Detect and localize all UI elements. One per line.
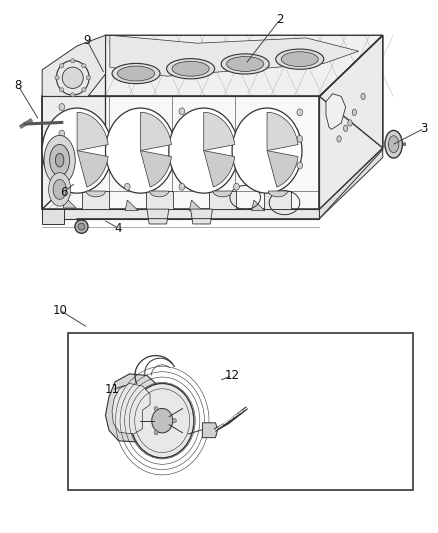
Ellipse shape bbox=[154, 407, 158, 411]
Polygon shape bbox=[141, 151, 171, 187]
Polygon shape bbox=[42, 35, 106, 96]
Polygon shape bbox=[204, 112, 235, 151]
Ellipse shape bbox=[166, 59, 215, 79]
Ellipse shape bbox=[42, 108, 112, 193]
Ellipse shape bbox=[343, 125, 348, 132]
Polygon shape bbox=[146, 191, 173, 209]
Ellipse shape bbox=[297, 162, 303, 169]
Polygon shape bbox=[267, 151, 298, 187]
Text: 8: 8 bbox=[14, 79, 22, 92]
Ellipse shape bbox=[169, 108, 239, 193]
Polygon shape bbox=[82, 191, 110, 209]
Ellipse shape bbox=[281, 52, 318, 67]
Ellipse shape bbox=[60, 63, 64, 68]
Polygon shape bbox=[202, 423, 218, 438]
Polygon shape bbox=[267, 112, 298, 151]
Ellipse shape bbox=[232, 108, 302, 193]
Ellipse shape bbox=[361, 93, 365, 100]
Ellipse shape bbox=[59, 130, 65, 137]
Polygon shape bbox=[77, 112, 108, 151]
Ellipse shape bbox=[49, 173, 71, 206]
Ellipse shape bbox=[221, 54, 269, 74]
Ellipse shape bbox=[179, 108, 185, 115]
Ellipse shape bbox=[172, 61, 209, 76]
Ellipse shape bbox=[59, 103, 65, 110]
Bar bbox=[68, 333, 413, 490]
Ellipse shape bbox=[86, 76, 91, 80]
Text: 3: 3 bbox=[420, 122, 428, 135]
Ellipse shape bbox=[112, 63, 160, 84]
Ellipse shape bbox=[81, 63, 86, 68]
Ellipse shape bbox=[385, 131, 403, 158]
Ellipse shape bbox=[297, 135, 303, 142]
Ellipse shape bbox=[179, 183, 185, 190]
Polygon shape bbox=[77, 151, 108, 187]
Polygon shape bbox=[204, 151, 235, 187]
Ellipse shape bbox=[297, 109, 303, 116]
Polygon shape bbox=[42, 209, 319, 219]
Polygon shape bbox=[42, 35, 106, 209]
Ellipse shape bbox=[78, 223, 85, 230]
Polygon shape bbox=[189, 200, 202, 211]
Text: 6: 6 bbox=[60, 185, 68, 199]
Polygon shape bbox=[42, 35, 383, 96]
Polygon shape bbox=[42, 209, 64, 224]
Ellipse shape bbox=[226, 56, 264, 71]
Text: 11: 11 bbox=[105, 383, 120, 397]
Ellipse shape bbox=[117, 66, 155, 81]
Polygon shape bbox=[112, 383, 150, 434]
Ellipse shape bbox=[403, 143, 406, 146]
Ellipse shape bbox=[352, 109, 357, 116]
Text: 4: 4 bbox=[115, 222, 122, 235]
Polygon shape bbox=[319, 148, 383, 219]
Polygon shape bbox=[268, 191, 288, 197]
Ellipse shape bbox=[106, 108, 175, 193]
Ellipse shape bbox=[75, 220, 88, 233]
Polygon shape bbox=[150, 191, 169, 197]
Ellipse shape bbox=[124, 183, 130, 190]
Polygon shape bbox=[63, 197, 76, 208]
Ellipse shape bbox=[71, 59, 75, 63]
Polygon shape bbox=[265, 191, 291, 209]
Ellipse shape bbox=[55, 154, 64, 167]
Ellipse shape bbox=[49, 144, 70, 176]
Polygon shape bbox=[252, 200, 265, 211]
Ellipse shape bbox=[62, 67, 83, 88]
Polygon shape bbox=[125, 200, 138, 211]
Ellipse shape bbox=[53, 180, 66, 199]
Text: 10: 10 bbox=[52, 304, 67, 317]
Ellipse shape bbox=[131, 383, 194, 458]
Ellipse shape bbox=[152, 408, 173, 433]
Polygon shape bbox=[42, 96, 319, 209]
Polygon shape bbox=[319, 35, 383, 209]
Ellipse shape bbox=[154, 431, 158, 435]
Polygon shape bbox=[141, 112, 171, 151]
Polygon shape bbox=[319, 35, 383, 148]
Ellipse shape bbox=[81, 88, 86, 92]
Polygon shape bbox=[213, 191, 232, 197]
Ellipse shape bbox=[44, 135, 75, 185]
Polygon shape bbox=[86, 191, 106, 197]
Text: 9: 9 bbox=[83, 34, 91, 47]
Text: 2: 2 bbox=[276, 13, 284, 26]
Ellipse shape bbox=[389, 136, 399, 153]
Polygon shape bbox=[110, 35, 359, 76]
Polygon shape bbox=[191, 209, 212, 224]
Ellipse shape bbox=[59, 157, 65, 164]
Text: 12: 12 bbox=[225, 369, 240, 382]
Polygon shape bbox=[326, 94, 346, 130]
Polygon shape bbox=[147, 209, 169, 224]
Ellipse shape bbox=[173, 418, 177, 423]
Ellipse shape bbox=[276, 49, 324, 69]
Ellipse shape bbox=[233, 183, 239, 190]
Polygon shape bbox=[106, 374, 157, 442]
Ellipse shape bbox=[55, 76, 59, 80]
Polygon shape bbox=[209, 191, 236, 209]
Ellipse shape bbox=[337, 136, 341, 142]
Ellipse shape bbox=[71, 93, 75, 97]
Ellipse shape bbox=[348, 120, 352, 126]
Ellipse shape bbox=[60, 88, 64, 92]
